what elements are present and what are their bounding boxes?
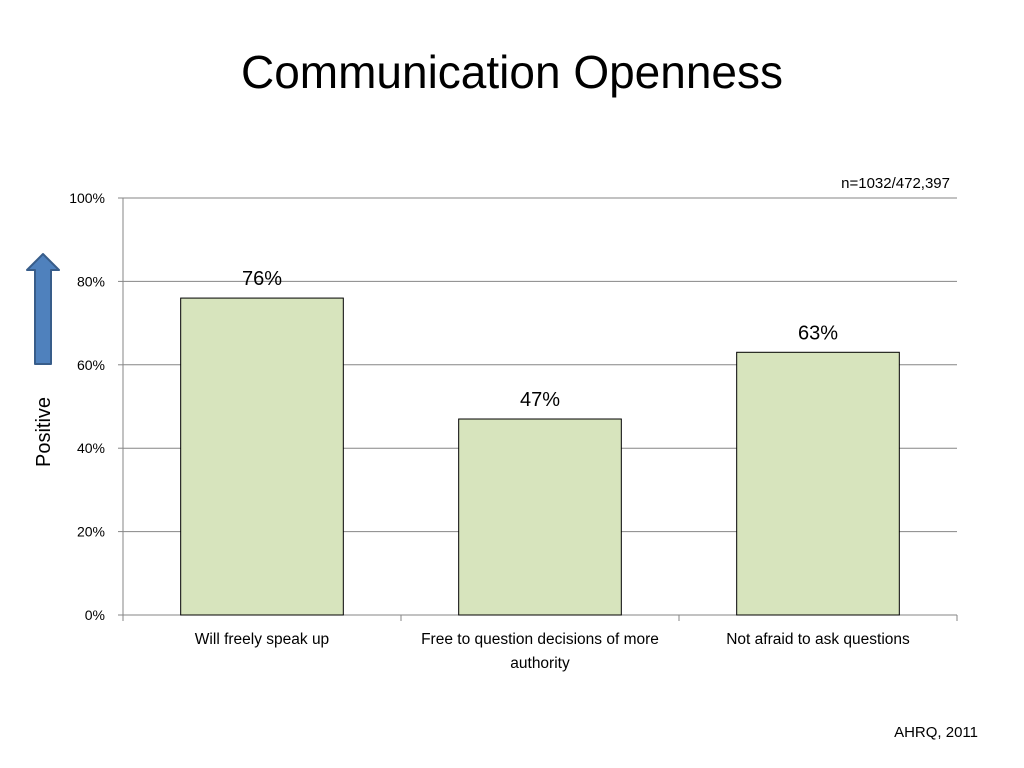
bar-1 [180, 297, 344, 616]
bar-3 [736, 351, 900, 616]
y-tick-label: 40% [77, 440, 105, 456]
value-label-2: 47% [520, 389, 560, 411]
y-tick-label: 20% [77, 524, 105, 540]
value-labels: 76% 47% 63% [242, 268, 838, 411]
value-label-1: 76% [242, 268, 282, 290]
y-tick-label: 0% [85, 607, 105, 623]
x-category-label-2: Free to question decisions of more autho… [421, 631, 659, 672]
y-tick-label: 80% [77, 273, 105, 289]
x-category-label-3: Not afraid to ask questions [726, 631, 910, 648]
sample-size-note: n=1032/472,397 [841, 175, 950, 192]
y-tick-label: 100% [69, 190, 105, 206]
value-label-3: 63% [798, 322, 838, 344]
source-citation: AHRQ, 2011 [894, 724, 978, 741]
up-arrow-icon [26, 253, 60, 365]
bar-2 [458, 418, 622, 616]
bars [180, 297, 900, 616]
slide-title: Communication Openness [240, 46, 784, 98]
y-tick-label: 60% [77, 357, 105, 373]
x-category-label-1: Will freely speak up [194, 631, 330, 648]
